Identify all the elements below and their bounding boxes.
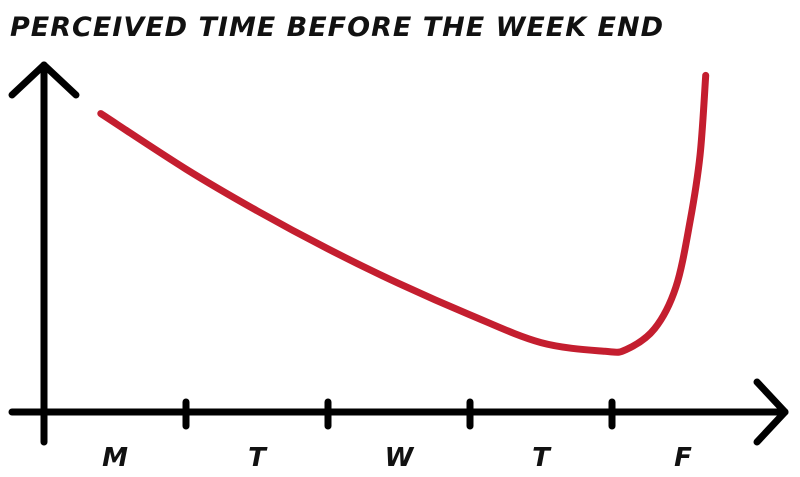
x-ticks — [182, 398, 616, 430]
x-tick-label: F — [674, 443, 692, 473]
x-tick-label: W — [385, 443, 415, 473]
x-tick-label: M — [102, 443, 128, 473]
x-axis-arrowhead — [753, 378, 789, 446]
axes — [8, 61, 789, 446]
x-tick-label: T — [532, 443, 552, 473]
chart-title: PERCEIVED TIME BEFORE THE WEEK END — [10, 12, 664, 43]
series-group — [97, 71, 710, 356]
x-tick-label: T — [248, 443, 268, 473]
series-line — [97, 71, 710, 356]
y-axis-arrowhead — [8, 61, 80, 99]
